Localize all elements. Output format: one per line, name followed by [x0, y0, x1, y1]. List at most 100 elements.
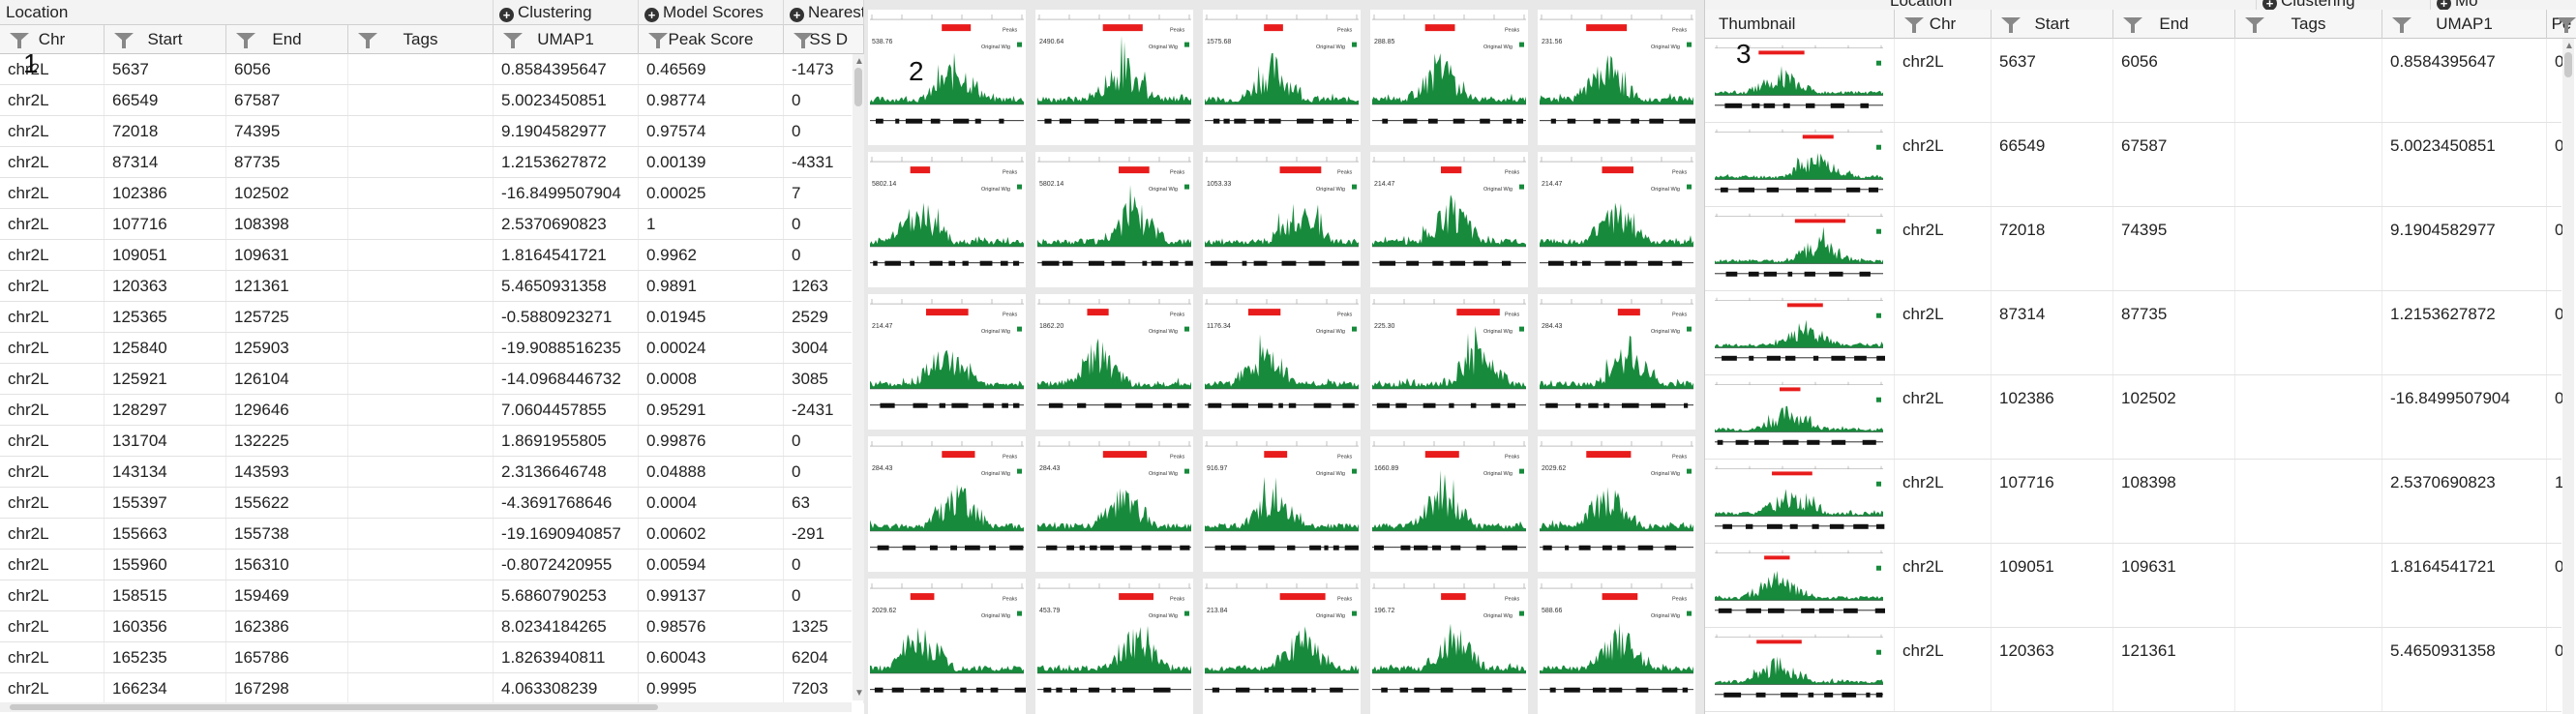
group-header-nearest[interactable]: + Nearest	[784, 0, 864, 25]
cell-thumbnail[interactable]	[1705, 39, 1895, 122]
cell-thumbnail[interactable]	[1705, 460, 1895, 543]
table-row[interactable]: chr2L 102386 102502 -16.8499507904 0.00025 7	[0, 178, 852, 209]
thumbnail-tile[interactable]: 214.47 Peaks Original Wig	[868, 294, 1026, 430]
table-row[interactable]: chr2L 107716 108398 2.5370690823 1 0	[0, 209, 852, 240]
table-row[interactable]: chr2L 66549 67587 5.0023450851 0.98774 0	[0, 85, 852, 116]
thumbnail-tile[interactable]: 284.43 Peaks Original Wig	[868, 436, 1026, 572]
filter-icon[interactable]	[2001, 17, 2021, 26]
column-header-chr[interactable]: Chr	[1895, 10, 1992, 39]
table-row[interactable]: chr2L 125840 125903 -19.9088516235 0.00024 30…	[0, 333, 852, 364]
table-row[interactable]: chr2L 166234 167298 4.063308239 0.9995 7203	[0, 673, 852, 704]
scroll-up-arrow-icon[interactable]: ▲	[2564, 41, 2574, 51]
cell-thumbnail[interactable]	[1705, 375, 1895, 459]
scrollbar-thumb[interactable]	[2564, 52, 2572, 77]
column-header-umap1[interactable]: UMAP1	[494, 25, 639, 54]
table-row[interactable]: chr2L 5637 6056 0.8584395647 0.46569 -1473	[0, 54, 852, 85]
column-header-start[interactable]: Start	[1992, 10, 2113, 39]
column-header-tags[interactable]: Tags	[348, 25, 494, 54]
table-row[interactable]: chr2L 165235 165786 1.8263940811 0.60043 6204	[0, 642, 852, 673]
expand-plus-icon[interactable]: +	[644, 8, 659, 22]
expand-plus-icon[interactable]: +	[499, 8, 514, 22]
column-header-end[interactable]: End	[2113, 10, 2235, 39]
column-header-start[interactable]: Start	[105, 25, 226, 54]
column-header-tags[interactable]: Tags	[2235, 10, 2382, 39]
table-row[interactable]: chr2L 158515 159469 5.6860790253 0.99137 0	[0, 580, 852, 611]
expand-plus-icon[interactable]: +	[790, 8, 804, 22]
thumbnail-tile[interactable]: 453.79 Peaks Original Wig	[1035, 579, 1193, 714]
thumbnail-tile[interactable]: 5802.14 Peaks Original Wig	[1035, 152, 1193, 287]
scroll-up-arrow-icon[interactable]: ▲	[854, 56, 864, 67]
thumbnail-tile[interactable]: 214.47 Peaks Original Wig	[1370, 152, 1528, 287]
cell-thumbnail[interactable]	[1705, 628, 1895, 711]
thumbnail-tile[interactable]: 231.56 Peaks Original Wig	[1538, 10, 1695, 145]
thumbnail-tile[interactable]: 916.97 Peaks Original Wig	[1203, 436, 1361, 572]
column-header-thumbnail[interactable]: Thumbnail	[1705, 10, 1895, 39]
vertical-scrollbar[interactable]: ▲ ▼	[853, 54, 864, 700]
filter-icon[interactable]	[2123, 17, 2142, 26]
column-header-tss-distance[interactable]: TSS D	[784, 25, 864, 54]
thumbnail-tile[interactable]: 2029.62 Peaks Original Wig	[1538, 436, 1695, 572]
thumbnail-tile[interactable]: 225.30 Peaks Original Wig	[1370, 294, 1528, 430]
cell-thumbnail[interactable]	[1705, 544, 1895, 627]
table-row[interactable]: chr2L 87314 87735 1.2153627872 0.00139 -4331	[0, 147, 852, 178]
table-row[interactable]: chr2L 131704 132225 1.8691955805 0.99876 0	[0, 426, 852, 457]
filter-icon[interactable]	[648, 33, 668, 42]
table-row[interactable]: chr2L 109051 109631 1.8164541721 0.9962 0	[0, 240, 852, 271]
filter-icon[interactable]	[2392, 17, 2411, 26]
thumbnail-tile[interactable]: 1660.89 Peaks Original Wig	[1370, 436, 1528, 572]
thumbnail-tile[interactable]: 538.76 Peaks Original Wig	[868, 10, 1026, 145]
column-header-score[interactable]: Pe	[2547, 10, 2576, 39]
table-row[interactable]: chr2L 125921 126104 -14.0968446732 0.0008 308…	[0, 364, 852, 395]
filter-icon[interactable]	[794, 33, 813, 42]
thumbnail-tile[interactable]: 1575.68 Peaks Original Wig	[1203, 10, 1361, 145]
column-header-end[interactable]: End	[226, 25, 348, 54]
filter-icon[interactable]	[236, 33, 255, 42]
group-header-model-scores[interactable]: + Model Scores	[639, 0, 784, 25]
table-row[interactable]: chr2L 128297 129646 7.0604457855 0.95291 -243…	[0, 395, 852, 426]
thumbnail-tile[interactable]: 2029.62 Peaks Original Wig	[868, 579, 1026, 714]
thumbnail-tile[interactable]: 1862.20 Peaks Original Wig	[1035, 294, 1193, 430]
filter-icon[interactable]	[114, 33, 134, 42]
table-row[interactable]: chr2L 155663 155738 -19.1690940857 0.00602 -2…	[0, 519, 852, 550]
filter-icon[interactable]	[1904, 17, 1924, 26]
cell-thumbnail[interactable]	[1705, 291, 1895, 374]
filter-icon[interactable]	[2557, 17, 2576, 26]
group-header-clustering[interactable]: + Clustering	[494, 0, 639, 25]
cell-thumbnail[interactable]	[1705, 123, 1895, 206]
column-header-umap1[interactable]: UMAP1	[2382, 10, 2547, 39]
table-row[interactable]: chr2L 155960 156310 -0.8072420955 0.00594 0	[0, 550, 852, 580]
thumbnail-tile[interactable]: 5802.14 Peaks Original Wig	[868, 152, 1026, 287]
thumbnail-tile[interactable]: 284.43 Peaks Original Wig	[1035, 436, 1193, 572]
filter-icon[interactable]	[10, 33, 29, 42]
table-row[interactable]: chr2L 120363 121361 5.4650931358 0.9891 1263	[0, 271, 852, 302]
vertical-scrollbar[interactable]: ▲	[2562, 39, 2574, 714]
thumbnail-tile[interactable]: 2490.64 Peaks Original Wig	[1035, 10, 1193, 145]
filter-icon[interactable]	[358, 33, 377, 42]
scroll-down-arrow-icon[interactable]: ▼	[854, 688, 864, 699]
thumbnail-tile[interactable]: 1053.33 Peaks Original Wig	[1203, 152, 1361, 287]
column-header-peak-score[interactable]: Peak Score	[639, 25, 784, 54]
thumbnail-tile[interactable]: 213.84 Peaks Original Wig	[1203, 579, 1361, 714]
table-row[interactable]: chr2L 125365 125725 -0.5880923271 0.01945 252…	[0, 302, 852, 333]
thumbnail-tile[interactable]: 1176.34 Peaks Original Wig	[1203, 294, 1361, 430]
filter-icon[interactable]	[503, 33, 523, 42]
scrollbar-thumb[interactable]	[10, 704, 658, 710]
scrollbar-thumb[interactable]	[854, 68, 862, 106]
table-row[interactable]: chr2L 72018 74395 9.1904582977 0.97574 0	[0, 116, 852, 147]
horizontal-scrollbar[interactable]	[0, 702, 852, 712]
table-row[interactable]: chr2L 160356 162386 8.0234184265 0.98576 1325	[0, 611, 852, 642]
table-row[interactable]: chr2L 107716 108398 2.5370690823 1	[1705, 460, 2561, 544]
table-row[interactable]: chr2L 155397 155622 -4.3691768646 0.0004 63	[0, 488, 852, 519]
table-row[interactable]: chr2L 143134 143593 2.3136646748 0.04888 0	[0, 457, 852, 488]
thumbnail-tile[interactable]: 588.66 Peaks Original Wig	[1538, 579, 1695, 714]
thumbnail-tile[interactable]: 288.85 Peaks Original Wig	[1370, 10, 1528, 145]
thumbnail-tile[interactable]: 196.72 Peaks Original Wig	[1370, 579, 1528, 714]
thumbnail-tile[interactable]: 214.47 Peaks Original Wig	[1538, 152, 1695, 287]
